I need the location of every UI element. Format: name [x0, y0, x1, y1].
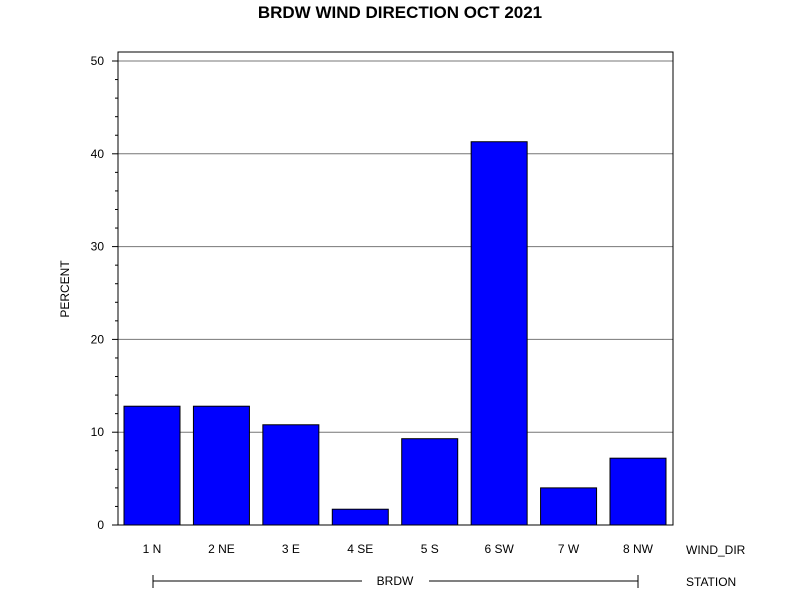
x-tick-label: 6 SW: [484, 542, 514, 556]
y-tick-label: 40: [91, 147, 105, 161]
grid-lines: [118, 60, 673, 433]
chart-title: BRDW WIND DIRECTION OCT 2021: [258, 3, 542, 22]
station-group-label: BRDW: [377, 574, 414, 588]
y-axis-ticks: 0 10 20 30 40 50: [91, 54, 118, 532]
bar: [401, 438, 459, 526]
station-axis-label: STATION: [686, 575, 736, 589]
x-tick-label: 2 NE: [208, 542, 235, 556]
bar: [262, 424, 320, 526]
x-tick-label: 3 E: [282, 542, 300, 556]
bar: [331, 508, 389, 526]
bars: [123, 141, 667, 526]
x-tick-label: 1 N: [143, 542, 162, 556]
y-tick-label: 10: [91, 425, 105, 439]
x-axis-label: WIND_DIR: [686, 543, 746, 557]
bar: [192, 405, 250, 526]
bar: [123, 405, 181, 526]
plot-frame: [117, 51, 674, 526]
bar: [470, 141, 528, 526]
x-tick-label: 4 SE: [347, 542, 373, 556]
x-tick-label: 7 W: [558, 542, 580, 556]
y-tick-label: 30: [91, 240, 105, 254]
y-tick-label: 50: [91, 54, 105, 68]
y-axis-label: PERCENT: [58, 260, 72, 318]
y-tick-label: 20: [91, 332, 105, 346]
x-axis-labels: 1 N 2 NE 3 E 4 SE 5 S 6 SW 7 W 8 NW: [143, 542, 654, 556]
bar: [540, 487, 598, 526]
bar: [609, 457, 667, 526]
y-tick-label: 0: [97, 518, 104, 532]
x-tick-label: 8 NW: [623, 542, 654, 556]
x-tick-label: 5 S: [421, 542, 439, 556]
